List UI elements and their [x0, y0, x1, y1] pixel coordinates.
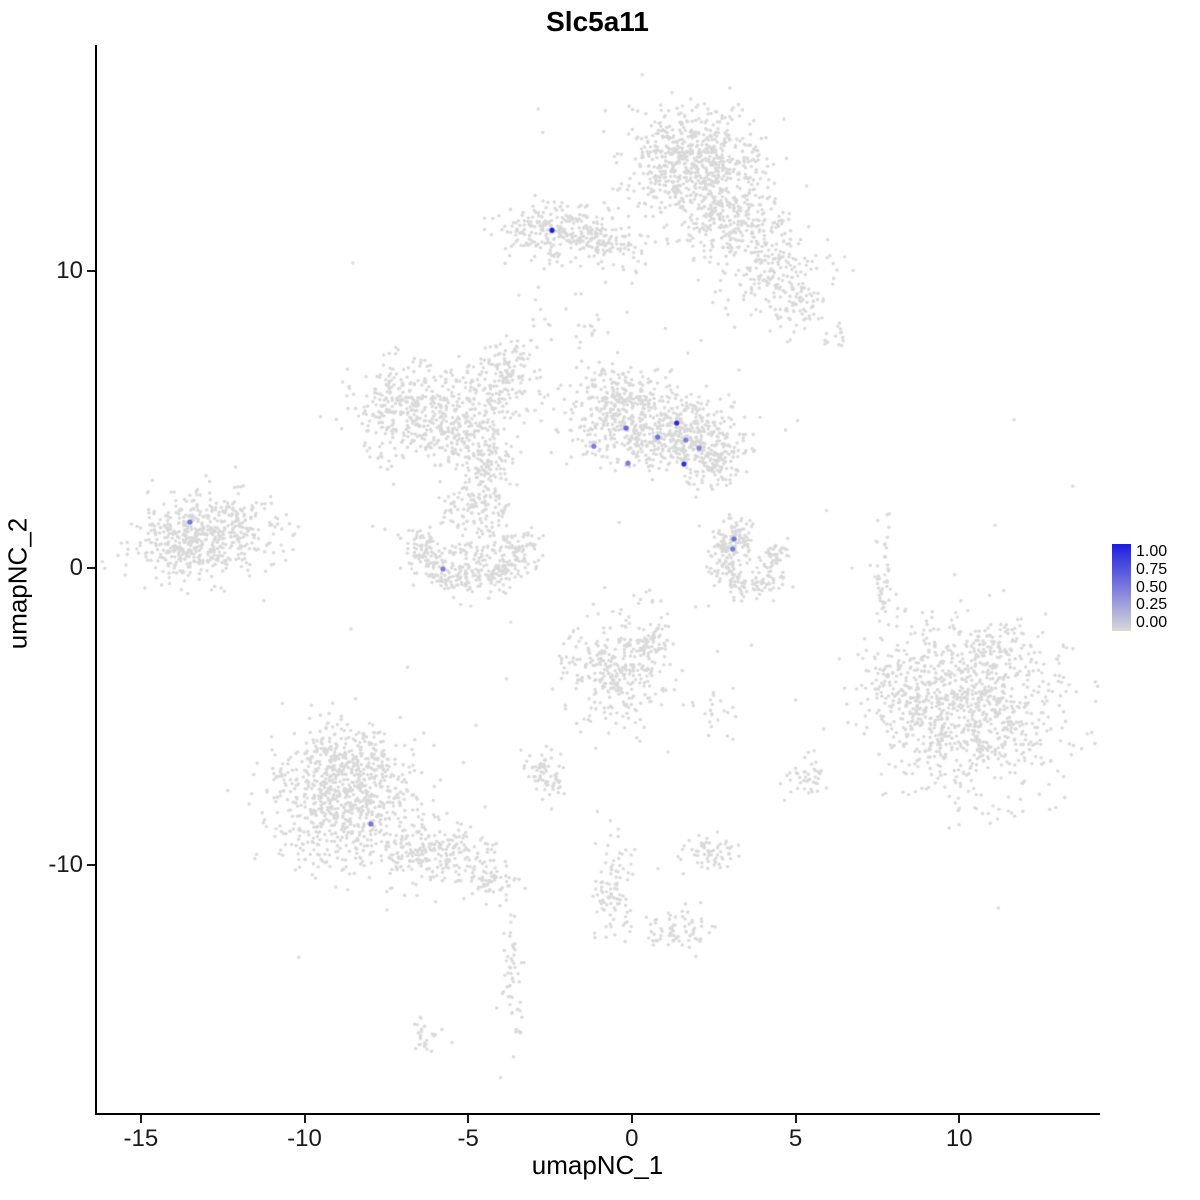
- legend-colorbar: [1112, 544, 1131, 631]
- x-tick-label: 5: [788, 1125, 803, 1152]
- legend-tick-label: 0.75: [1136, 560, 1168, 578]
- y-tick-label: 10: [56, 256, 83, 284]
- legend-tick-label: 0.00: [1136, 614, 1168, 631]
- x-tick-mark: [467, 1115, 470, 1123]
- x-tick-label: -10: [287, 1125, 322, 1152]
- x-tick-mark: [139, 1115, 142, 1123]
- y-axis-title: umapNC_2: [2, 517, 33, 650]
- legend-labels: 1.00 0.75 0.50 0.25 0.00: [1136, 544, 1167, 631]
- y-tick-mark: [87, 269, 95, 272]
- y-tick-label: 0: [69, 554, 83, 582]
- y-tick-label: -10: [48, 851, 83, 879]
- expression-legend: 1.00 0.75 0.50 0.25 0.00: [1112, 544, 1167, 631]
- y-tick-mark: [87, 864, 95, 867]
- legend-tick-label: 1.00: [1136, 543, 1168, 560]
- plot-title: Slc5a11: [546, 6, 649, 37]
- x-tick-mark: [958, 1115, 961, 1123]
- y-tick-mark: [87, 567, 95, 570]
- x-axis-title: umapNC_1: [531, 1150, 664, 1180]
- x-tick-label: 0: [625, 1125, 639, 1152]
- x-tick-label: -5: [457, 1125, 479, 1152]
- x-tick-mark: [630, 1115, 633, 1123]
- x-tick-mark: [794, 1115, 797, 1123]
- x-tick-label: -15: [123, 1125, 159, 1152]
- legend-tick-label: 0.25: [1136, 596, 1168, 614]
- plot-axes-frame: [95, 45, 1100, 1115]
- x-tick-mark: [303, 1115, 306, 1123]
- legend-tick-label: 0.50: [1136, 578, 1168, 596]
- x-tick-label: 10: [945, 1125, 973, 1152]
